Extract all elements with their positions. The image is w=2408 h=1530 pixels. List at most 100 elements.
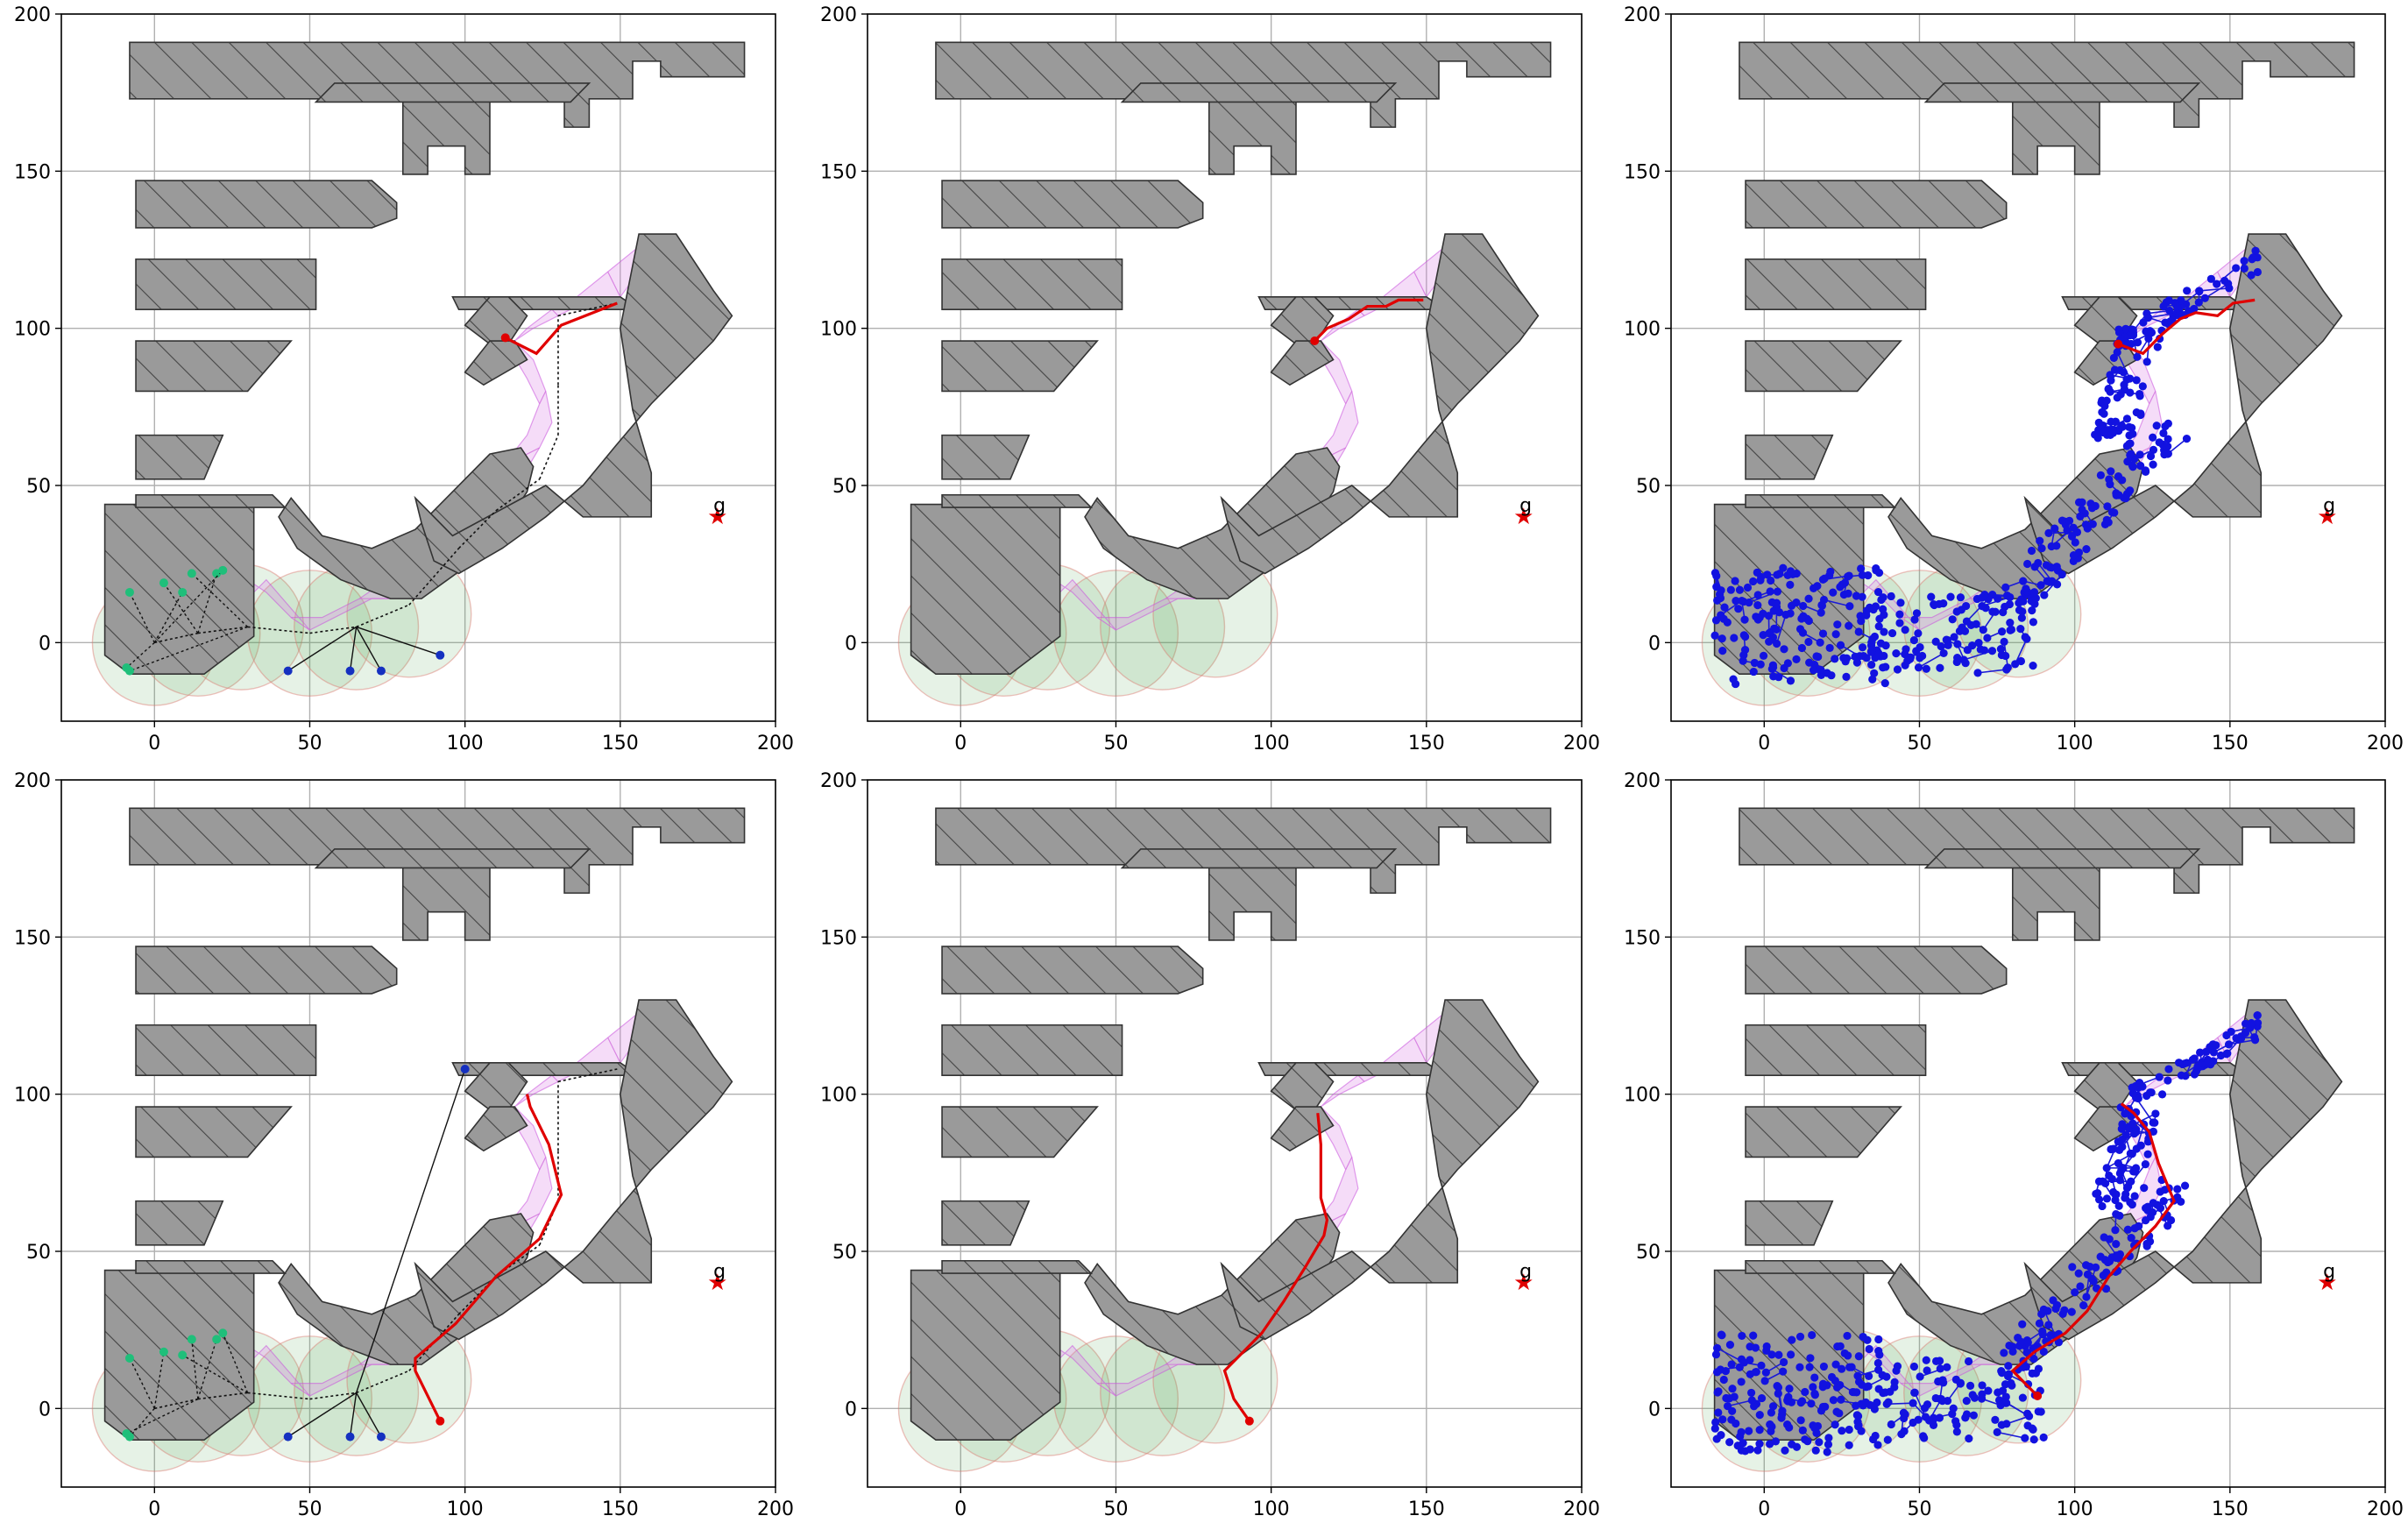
roadmap-node	[1826, 567, 1835, 576]
plot-area: ★g	[61, 780, 776, 1487]
roadmap-node	[2132, 1125, 2141, 1134]
roadmap-node	[2135, 392, 2144, 400]
obstacle	[135, 1024, 317, 1076]
roadmap-node	[1854, 1420, 1863, 1430]
roadmap-node	[2106, 371, 2114, 379]
roadmap-node	[1755, 1426, 1764, 1434]
obstacle	[2023, 233, 2343, 575]
tree-node-blue	[283, 1432, 293, 1441]
x-tick-label: 200	[757, 1498, 794, 1520]
roadmap-node	[1819, 1362, 1829, 1371]
roadmap-node	[1901, 626, 1909, 634]
roadmap-node	[1874, 1335, 1883, 1344]
roadmap-node	[1858, 643, 1867, 652]
roadmap-node	[2102, 1164, 2111, 1172]
x-tick-label: 100	[1253, 1498, 1290, 1520]
y-tick-label: 50	[1636, 476, 1661, 498]
x-tick-label: 150	[1408, 733, 1445, 754]
x-tick-label: 200	[1563, 733, 1600, 754]
roadmap-node	[1714, 1408, 1723, 1417]
roadmap-node	[1756, 576, 1765, 584]
y-tick-label: 50	[26, 1242, 51, 1264]
roadmap-node	[2240, 264, 2249, 273]
solution-path	[2010, 1102, 2176, 1398]
roadmap-node	[1935, 1356, 1944, 1365]
path-endpoint	[436, 1416, 445, 1426]
roadmap-node	[2005, 1341, 2014, 1350]
roadmap-node	[1845, 571, 1853, 580]
obstacle	[464, 340, 528, 386]
obstacle	[941, 1024, 1123, 1076]
roadmap-node	[1870, 669, 1879, 677]
roadmap-node	[1781, 610, 1790, 620]
roadmap-node	[1865, 1371, 1873, 1381]
roadmap-node	[1810, 1373, 1819, 1382]
roadmap-node	[1875, 1350, 1884, 1359]
roadmap-node	[2000, 1349, 2008, 1357]
roadmap-node	[1726, 585, 1735, 594]
roadmap-node	[1952, 1427, 1961, 1436]
roadmap-node	[2149, 1118, 2157, 1127]
roadmap-node	[2098, 1177, 2107, 1186]
y-tick-label: 0	[845, 633, 857, 655]
roadmap-node	[2105, 1257, 2114, 1265]
roadmap-node	[2159, 1196, 2168, 1206]
y-tick-label: 0	[39, 633, 51, 655]
roadmap-node	[2165, 306, 2174, 315]
roadmap-node	[1806, 1354, 1815, 1363]
roadmap-node	[2136, 461, 2145, 471]
roadmap-node	[2037, 1309, 2046, 1319]
panel-bottom-middle: ★g 0 0 50 50 100 100 150 150 200 200	[820, 770, 1600, 1520]
roadmap-node	[1725, 1438, 1734, 1447]
roadmap-node	[1838, 1427, 1846, 1435]
roadmap-node	[2148, 1208, 2157, 1217]
roadmap-node	[1810, 584, 1818, 592]
roadmap-node	[1723, 1402, 1732, 1411]
roadmap-node	[1755, 1411, 1764, 1420]
roadmap-node	[2082, 1293, 2091, 1301]
roadmap-node	[2067, 1307, 2076, 1316]
roadmap-node	[1783, 1394, 1793, 1403]
roadmap-node	[2091, 1263, 2100, 1272]
roadmap-node	[2247, 271, 2256, 280]
roadmap-node	[1736, 1432, 1745, 1441]
roadmap-node	[2114, 1158, 2123, 1168]
roadmap-node	[2225, 284, 2234, 293]
roadmap-node	[1931, 637, 1940, 646]
roadmap-node	[2078, 498, 2086, 506]
roadmap-node	[1766, 587, 1774, 596]
roadmap-node	[1823, 1448, 1831, 1456]
roadmap-node	[1757, 1361, 1766, 1370]
x-tick-label: 200	[2367, 1498, 2404, 1520]
x-tick-label: 150	[602, 1498, 639, 1520]
roadmap-node	[2220, 276, 2229, 285]
roadmap-node	[1777, 1413, 1786, 1422]
roadmap-node	[2200, 294, 2209, 302]
roadmap-node	[1805, 1363, 1814, 1371]
roadmap-node	[2103, 502, 2112, 511]
roadmap-node	[2050, 524, 2059, 533]
roadmap-node	[2118, 1135, 2127, 1144]
obstacle	[1745, 258, 1927, 310]
roadmap-node	[1914, 629, 1923, 638]
roadmap-node	[2224, 1040, 2234, 1049]
x-tick-label: 50	[1907, 733, 1931, 754]
roadmap-node	[2109, 427, 2118, 436]
roadmap-node	[1953, 640, 1962, 648]
roadmap-node	[1912, 647, 1921, 655]
roadmap-node	[1981, 604, 1990, 613]
roadmap-node	[1929, 1413, 1938, 1422]
roadmap-node	[1943, 1363, 1951, 1371]
roadmap-node	[1767, 1422, 1776, 1431]
roadmap-node	[1755, 1440, 1764, 1449]
roadmap-node	[1896, 599, 1905, 607]
roadmap-node	[1792, 569, 1801, 578]
roadmap-node	[2119, 368, 2128, 377]
obstacle	[314, 848, 591, 869]
roadmap-node	[1912, 609, 1922, 618]
roadmap-node	[1887, 591, 1895, 601]
roadmap-node	[1786, 676, 1795, 685]
roadmap-node	[1909, 1418, 1917, 1427]
obstacle	[135, 340, 293, 393]
roadmap-node	[1825, 643, 1834, 653]
